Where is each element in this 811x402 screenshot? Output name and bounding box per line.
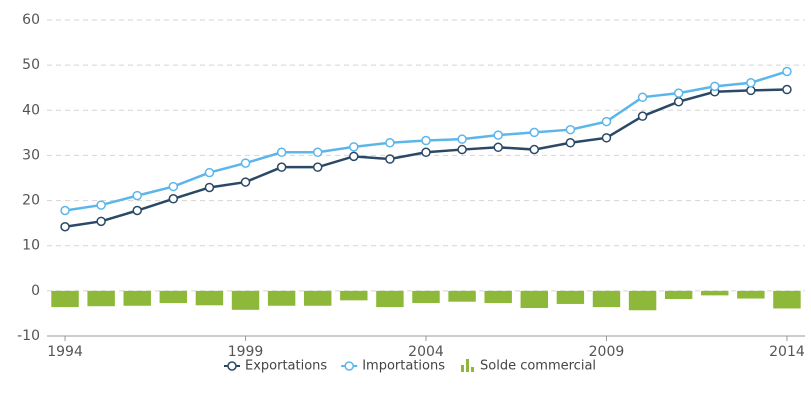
bar <box>231 290 260 310</box>
point <box>240 177 251 187</box>
point <box>746 85 756 96</box>
point <box>457 144 467 155</box>
y-tick-label: 50 <box>22 57 40 73</box>
bar <box>412 290 440 304</box>
point <box>493 142 503 153</box>
point <box>312 162 323 172</box>
bar <box>340 290 368 301</box>
point <box>529 144 540 155</box>
bar <box>159 290 188 304</box>
point <box>60 222 70 232</box>
point <box>168 181 179 192</box>
bar <box>701 290 729 296</box>
point <box>168 194 179 204</box>
bar <box>51 290 79 308</box>
bar <box>376 290 404 308</box>
legend-swatch <box>471 367 474 372</box>
bar <box>628 290 657 311</box>
x-tick-label: 1999 <box>228 344 264 360</box>
point <box>312 147 323 158</box>
point <box>782 66 792 77</box>
point <box>349 142 359 152</box>
bar <box>123 290 151 306</box>
bar <box>556 290 585 304</box>
point <box>746 77 756 88</box>
y-tick-label: 60 <box>22 12 40 28</box>
legend-label: Importations <box>362 359 445 374</box>
bar <box>303 290 332 306</box>
point <box>385 154 395 164</box>
point <box>132 190 142 201</box>
point <box>421 147 431 158</box>
point <box>60 205 70 216</box>
point <box>96 216 106 227</box>
bar <box>520 290 549 309</box>
legend-swatch <box>461 365 464 372</box>
point <box>240 158 251 168</box>
bar <box>737 290 765 299</box>
bar <box>664 290 693 299</box>
y-tick-label: 40 <box>22 102 40 118</box>
point <box>601 116 612 127</box>
point <box>457 134 467 144</box>
bar <box>267 290 296 306</box>
y-tick-label: 0 <box>31 283 40 299</box>
point <box>276 162 287 172</box>
bar <box>484 290 512 304</box>
y-tick-label: -10 <box>17 328 40 344</box>
x-tick-label: 2004 <box>408 344 444 360</box>
point <box>565 124 576 135</box>
point <box>673 96 684 107</box>
point <box>349 151 359 162</box>
y-tick-label: 20 <box>22 193 40 209</box>
legend-swatch <box>466 359 469 372</box>
point <box>204 167 215 178</box>
point <box>96 200 106 210</box>
bar <box>195 290 224 306</box>
point <box>276 147 287 158</box>
point <box>710 81 720 92</box>
point <box>529 127 540 138</box>
point <box>782 84 792 95</box>
x-tick-label: 2009 <box>589 344 625 360</box>
bar <box>773 290 801 309</box>
legend-label: Solde commercial <box>480 359 596 374</box>
point <box>421 135 431 146</box>
y-tick-label: 10 <box>22 238 40 254</box>
legend-swatch <box>227 361 237 371</box>
point <box>204 182 215 193</box>
point <box>637 92 648 102</box>
point <box>673 88 684 98</box>
bar <box>448 290 476 302</box>
legend-label: Exportations <box>245 359 327 374</box>
bar <box>592 290 621 308</box>
point <box>493 130 503 140</box>
y-tick-label: 30 <box>22 147 40 163</box>
x-tick-label: 2014 <box>769 344 805 360</box>
x-tick-label: 1994 <box>47 344 83 360</box>
bar <box>87 290 115 307</box>
point <box>565 138 576 148</box>
legend-swatch <box>344 361 354 371</box>
point <box>385 138 395 148</box>
point <box>132 205 142 216</box>
point <box>601 133 612 143</box>
point <box>637 111 648 121</box>
